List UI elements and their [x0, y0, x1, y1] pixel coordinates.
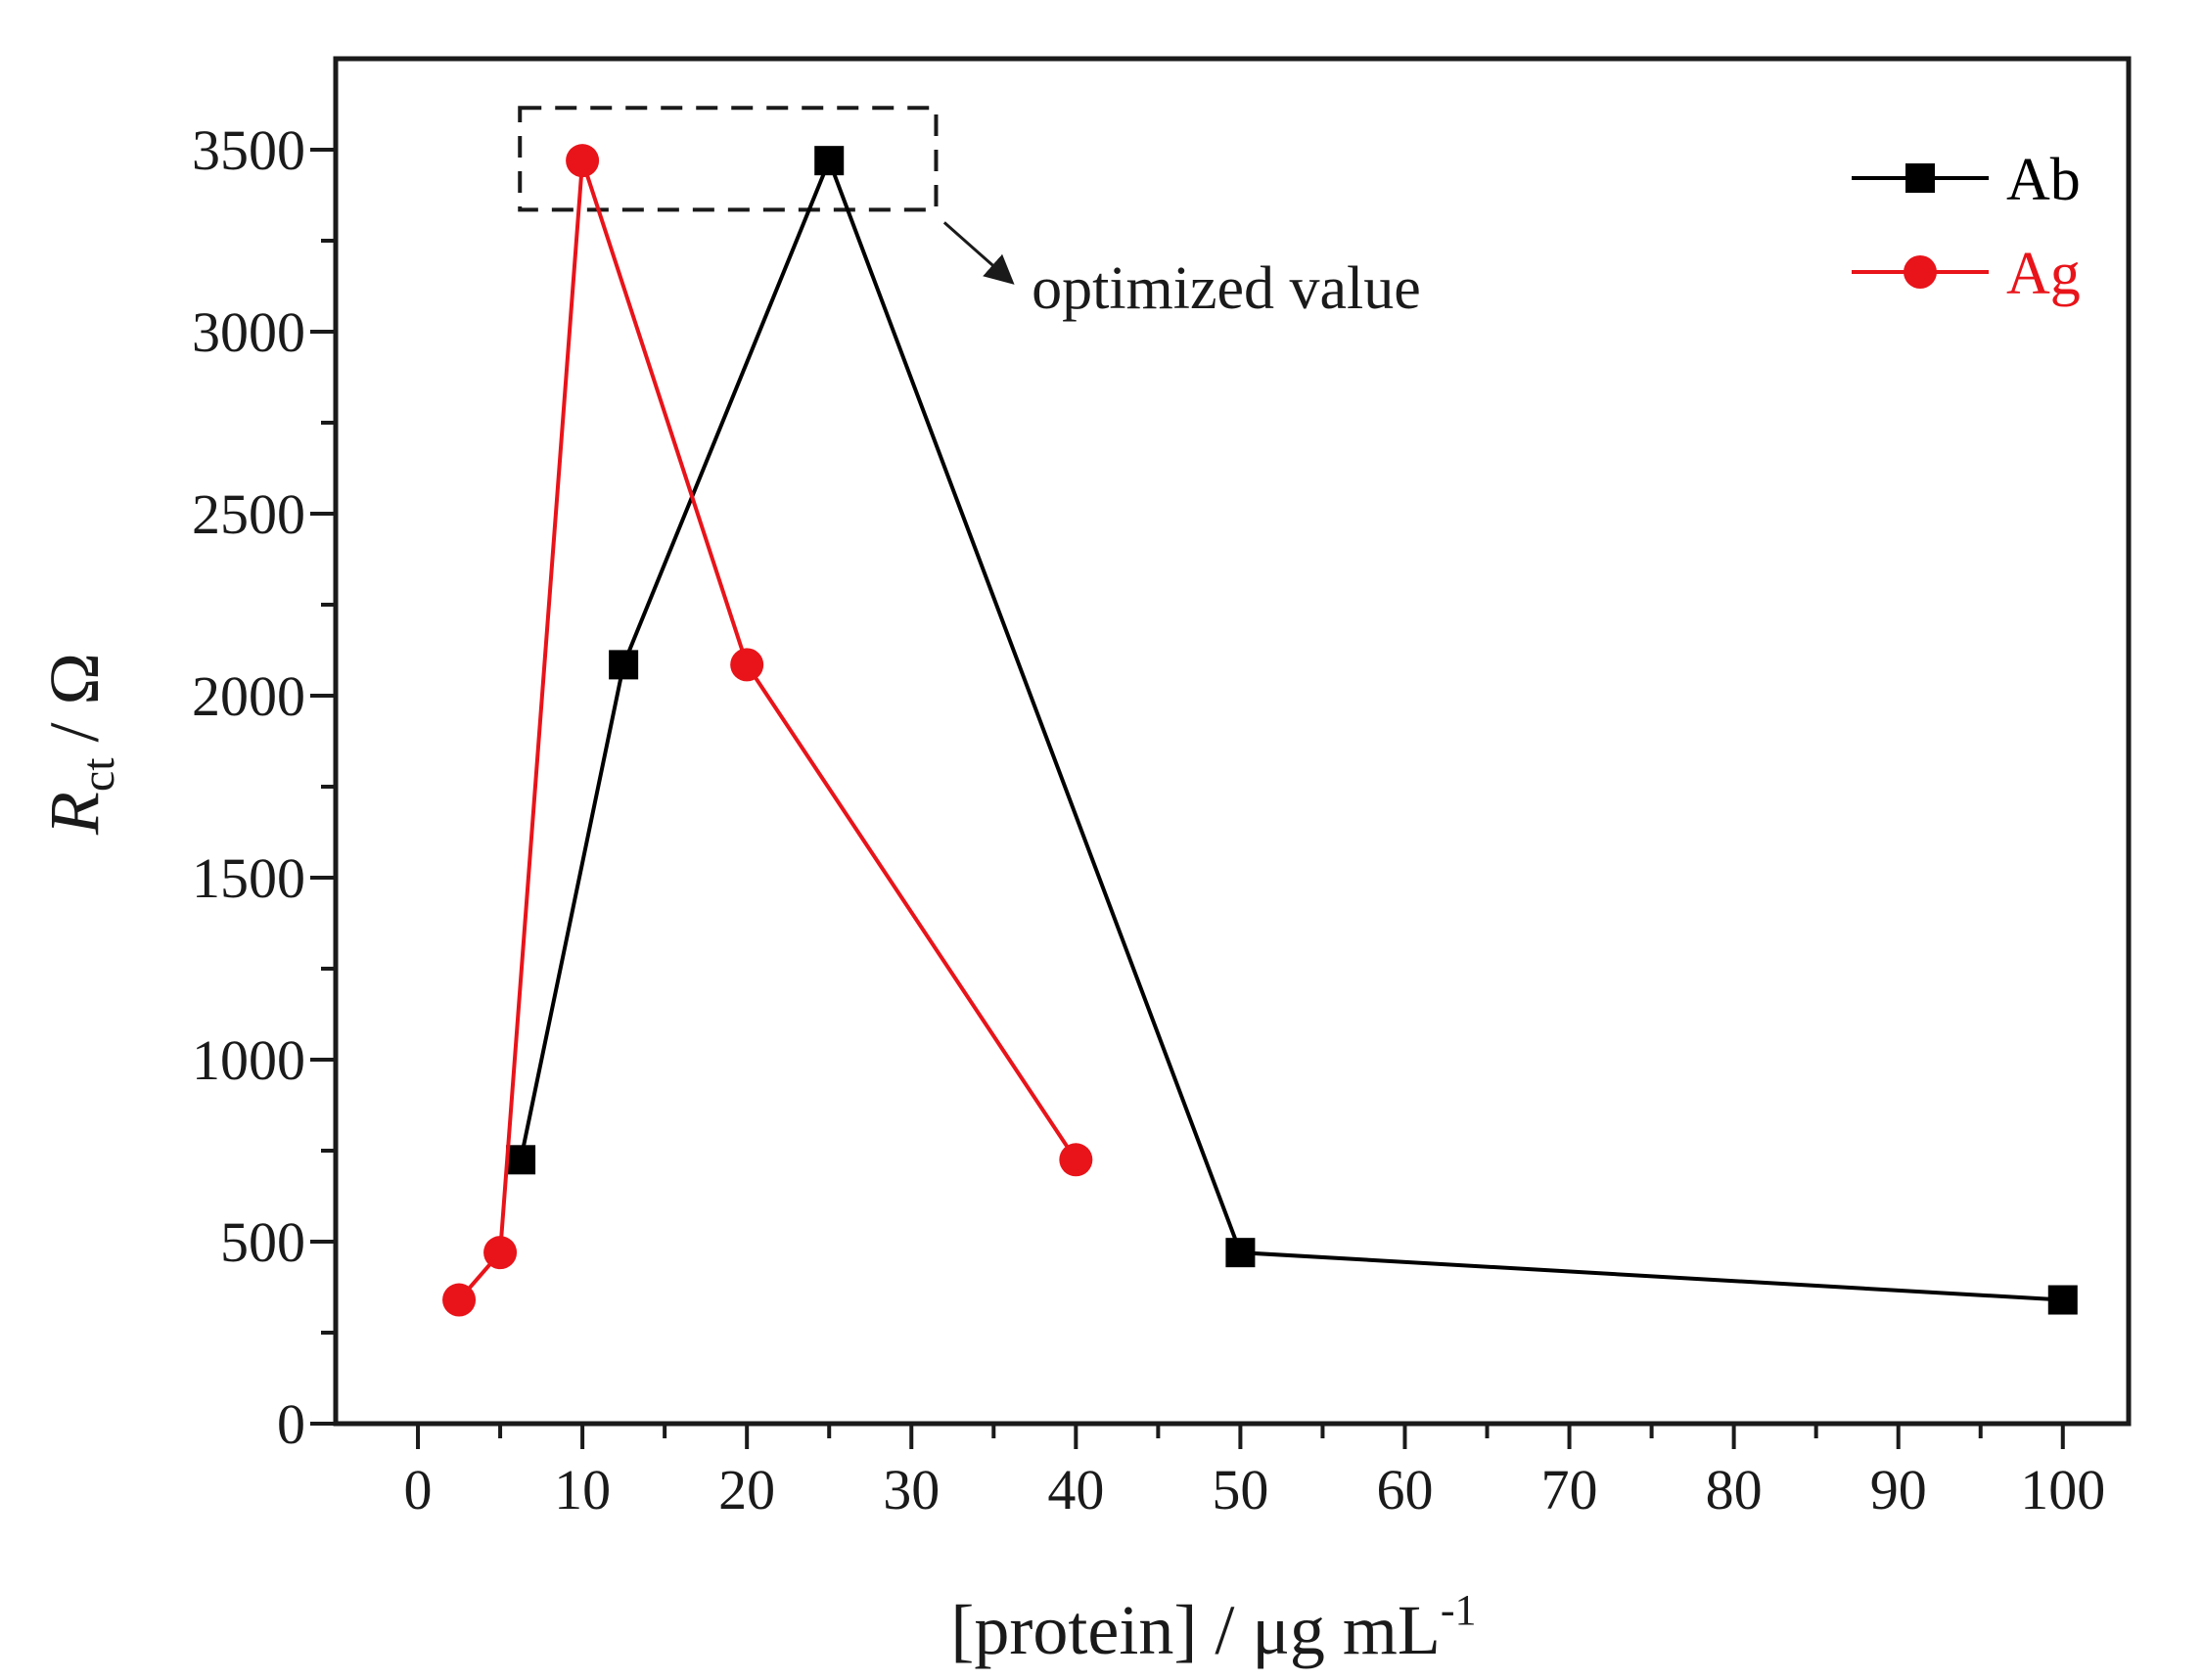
optimized-value-annotation: optimized value [518, 106, 1421, 322]
y-tick-label: 500 [220, 1210, 305, 1274]
series-ab-line [519, 159, 2063, 1302]
x-tick-label: 10 [554, 1458, 611, 1521]
series-ag-point [442, 1283, 477, 1317]
series-ab-point [814, 146, 845, 176]
series-ab-point [1225, 1238, 1256, 1268]
x-axis-title-superscript: -1 [1441, 1586, 1477, 1634]
y-axis-title: Rct / Ω [35, 653, 124, 836]
x-tick-label: 30 [883, 1458, 940, 1521]
y-tick-label: 1000 [192, 1028, 305, 1092]
legend-ag-label: Ag [2006, 241, 2081, 307]
x-tick-label: 70 [1541, 1458, 1598, 1521]
y-tick-label: 2000 [192, 664, 305, 728]
legend-ab-label: Ab [2006, 147, 2081, 213]
y-tick-label: 1500 [192, 846, 305, 910]
legend-ab-marker [1905, 163, 1935, 193]
optimized-value-label: optimized value [1032, 255, 1421, 322]
series-ab-point [609, 650, 639, 680]
optimized-value-arrow [942, 221, 1015, 285]
y-axis-title-unit: / Ω [35, 653, 114, 743]
series-ag-line [457, 159, 1078, 1301]
x-tick-label: 0 [404, 1458, 433, 1521]
y-tick-label: 2500 [192, 482, 305, 546]
y-axis-ticks: 0 500 1000 1500 2000 2500 3000 3500 [192, 118, 336, 1456]
y-tick-label: 3500 [192, 118, 305, 182]
x-axis-title-main: [protein] / μg mL [950, 1591, 1440, 1669]
x-tick-label: 100 [2020, 1458, 2105, 1521]
y-axis-title-main: R [35, 792, 114, 836]
series-layer [442, 144, 2078, 1317]
series-ag-point [730, 648, 764, 682]
series-ag-point [566, 144, 600, 178]
series-ag-point [1059, 1143, 1093, 1177]
optimized-value-box [518, 106, 939, 212]
x-tick-label: 60 [1376, 1458, 1433, 1521]
x-tick-label: 50 [1212, 1458, 1268, 1521]
series-ab-point [506, 1145, 536, 1175]
x-tick-label: 40 [1047, 1458, 1104, 1521]
legend-ag-marker [1904, 255, 1937, 289]
series-ab-point [2047, 1285, 2078, 1315]
plot-frame [333, 56, 2132, 1427]
y-tick-label: 3000 [192, 300, 305, 364]
y-tick-label: 0 [277, 1392, 305, 1456]
x-tick-label: 20 [718, 1458, 775, 1521]
legend: Ab Ag [1852, 147, 2081, 307]
series-ag-point [483, 1236, 518, 1270]
y-axis-title-subscript: ct [72, 757, 124, 792]
x-tick-label: 80 [1706, 1458, 1763, 1521]
x-tick-label: 90 [1870, 1458, 1927, 1521]
x-axis-ticks: 0 10 20 30 40 50 60 70 80 90 100 [404, 1424, 2105, 1521]
x-axis-title: [protein] / μg mL-1 [950, 1586, 1476, 1669]
